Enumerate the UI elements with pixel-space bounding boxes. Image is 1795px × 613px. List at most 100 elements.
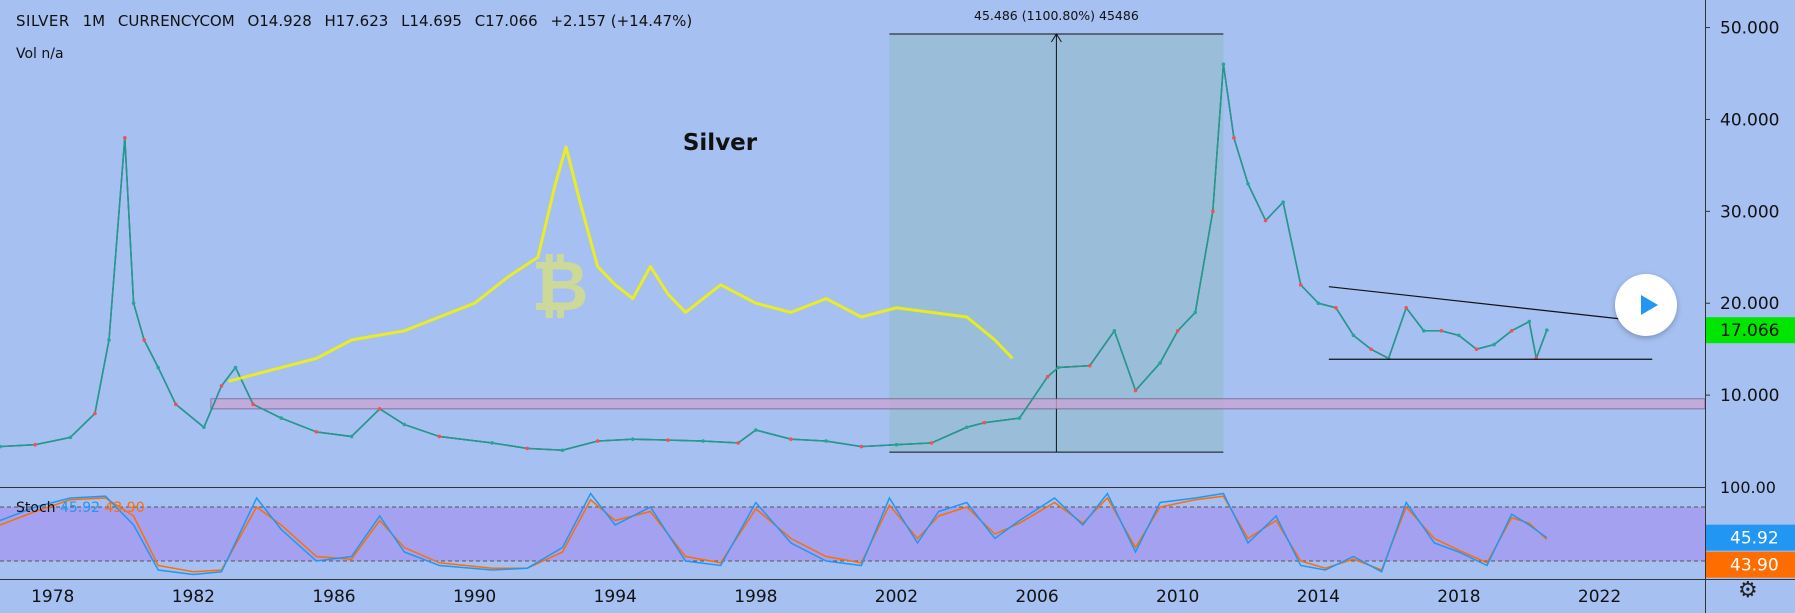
stoch-k-badge-label: 45.92 (1730, 529, 1779, 549)
silver-point (1474, 347, 1479, 351)
silver-point (1439, 328, 1444, 333)
stoch-lines-layer (0, 492, 1548, 576)
silver-point (1193, 310, 1198, 315)
trendline-layer (1328, 286, 1653, 360)
silver-point (349, 434, 354, 439)
silver-point (824, 439, 828, 443)
change-value: +2.157 (+14.47%) (550, 12, 693, 30)
silver-point (1087, 363, 1092, 368)
support-zone[interactable] (210, 398, 1706, 410)
bitcoin-overlay-layer: ₿ (531, 245, 588, 327)
stoch-d-badge[interactable] (1706, 551, 1795, 578)
measure-arrow-head (1050, 33, 1062, 43)
measure-layer (889, 33, 1224, 453)
interval[interactable]: 1M (82, 12, 106, 30)
time-tick-label: 2022 (1578, 587, 1621, 607)
silver-point (1527, 319, 1532, 324)
symbol-name[interactable]: SILVER (16, 12, 70, 30)
silver-point (1545, 328, 1549, 332)
silver-point (894, 442, 899, 447)
close-value: C17.066 (474, 12, 538, 30)
stoch-band (0, 507, 1705, 561)
silver-point (107, 338, 111, 342)
silver-point (1056, 365, 1060, 370)
volume-legend: Vol n/a (16, 46, 64, 62)
silver-point (122, 136, 127, 140)
time-tick-label: 1998 (734, 587, 777, 607)
silver-point (377, 407, 382, 411)
silver-point (402, 422, 407, 427)
time-tick-label: 1994 (594, 587, 637, 607)
silver-point (142, 338, 146, 342)
silver-point (131, 301, 136, 306)
silver-point (1351, 333, 1356, 338)
time-tick-label: 2010 (1156, 587, 1199, 607)
silver-point (964, 425, 969, 430)
series-layer (0, 62, 1549, 453)
silver-point (1158, 361, 1162, 365)
open-value: O14.928 (247, 12, 312, 30)
time-tick-label: 2018 (1437, 587, 1480, 607)
silver-point (666, 438, 670, 442)
last-price-badge[interactable] (1706, 317, 1795, 344)
time-tick-label: 2002 (875, 587, 918, 607)
price-tick-label: 20.000 (1720, 294, 1779, 314)
stoch-band-layer (0, 506, 1705, 562)
silver-point (736, 441, 741, 445)
time-axis[interactable]: 1978 1982 1986 1990 1994 1998 2002 2006 2010 2014… (31, 587, 1621, 607)
silver-point (982, 420, 987, 425)
silver-point (33, 442, 37, 447)
stoch-axis[interactable]: 100.00 45.92 43.90 (1706, 478, 1795, 578)
silver-point (1112, 328, 1117, 333)
play-icon[interactable] (1615, 274, 1677, 336)
silver-point (0, 444, 2, 449)
symbol-legend: SILVER 1M CURRENCYCOM O14.928 H17.623 L1… (16, 12, 700, 30)
time-tick-label: 2014 (1297, 587, 1340, 607)
stoch-k-line[interactable] (0, 492, 1548, 576)
silver-point (1246, 181, 1250, 186)
stoch-axis-top-label: 100.00 (1720, 478, 1776, 497)
silver-point (1298, 283, 1303, 287)
silver-point (437, 434, 442, 439)
time-tick-label: 1982 (172, 587, 215, 607)
silver-point (251, 402, 255, 407)
silver-point (630, 437, 635, 442)
price-tick-label: 30.000 (1720, 202, 1779, 222)
low-value: L14.695 (401, 12, 462, 30)
price-axis[interactable]: 50.000 40.000 30.000 20.000 10.000 17.066 (1705, 19, 1795, 407)
silver-point (490, 441, 494, 445)
chart-title-annotation[interactable]: Silver (683, 130, 758, 156)
silver-point (1232, 136, 1236, 140)
silver-point (219, 384, 224, 388)
exchange[interactable]: CURRENCYCOM (117, 12, 235, 30)
time-tick-label: 1978 (31, 587, 74, 607)
silver-point (1175, 328, 1180, 333)
silver-point (1404, 306, 1408, 310)
silver-point (1369, 347, 1373, 351)
silver-point (525, 446, 530, 451)
series-bitcoin-overlay (228, 145, 1014, 383)
silver-point (68, 435, 73, 440)
silver-point (1509, 328, 1514, 333)
silver-point (1017, 416, 1022, 420)
stoch-legend[interactable]: Stoch 45.92 43.90 (16, 500, 145, 516)
price-tick-label: 40.000 (1720, 110, 1779, 130)
last-price-label: 17.066 (1720, 321, 1779, 341)
series-silver[interactable] (0, 63, 1548, 452)
silver-point (859, 444, 864, 449)
silver-point (1045, 374, 1050, 379)
silver-point (595, 439, 600, 443)
series-silver-shadow (0, 63, 1548, 451)
stoch-name: Stoch (16, 500, 56, 516)
gear-icon[interactable]: ⚙ (1738, 578, 1758, 603)
stoch-d-badge-label: 43.90 (1730, 556, 1779, 576)
bitcoin-icon: ₿ (531, 245, 588, 327)
silver-point (929, 441, 934, 445)
stoch-k-badge[interactable] (1706, 524, 1795, 551)
silver-point (1457, 333, 1461, 338)
price-tick-label: 10.000 (1720, 386, 1779, 406)
trendline-resistance[interactable] (1328, 286, 1646, 323)
stoch-k-legend: 45.92 (59, 500, 101, 516)
